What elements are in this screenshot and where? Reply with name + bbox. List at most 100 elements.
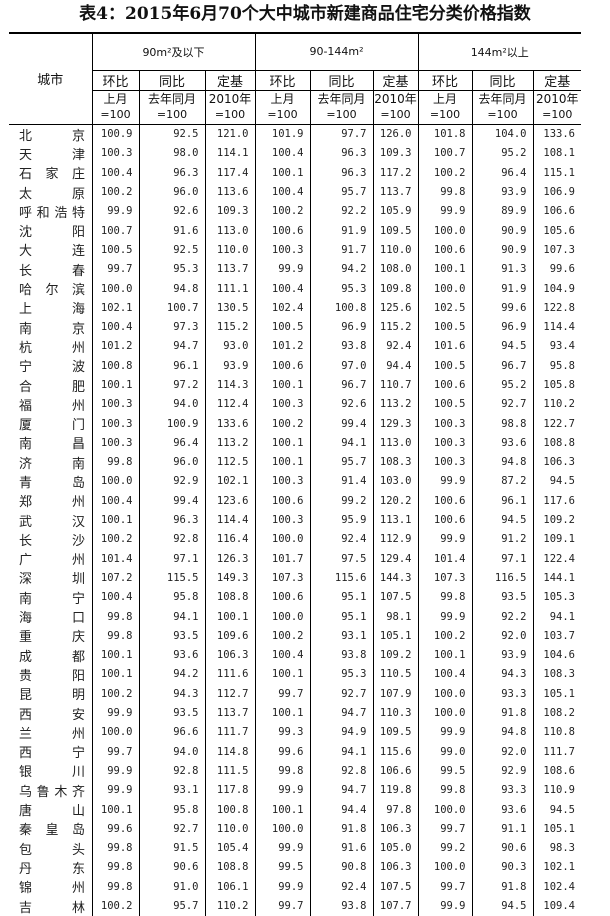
- index-cell: 107.5: [372, 877, 418, 897]
- city-cell: 深圳: [9, 568, 92, 587]
- index-cell: 100.0: [254, 606, 310, 627]
- index-cell: 109.4: [532, 896, 581, 916]
- index-cell: 94.2: [309, 259, 373, 279]
- index-cell: 92.0: [471, 626, 533, 646]
- index-cell: 100.0: [91, 722, 139, 742]
- index-cell: 110.2: [532, 394, 581, 414]
- table-row: 秦皇岛 99.6 92.7 110.0 100.0 91.8 106.3 99.7 91.1 10…: [9, 819, 581, 839]
- index-cell: 100.0: [417, 684, 472, 704]
- index-cell: 107.9: [372, 684, 418, 704]
- index-cell: 100.5: [91, 240, 139, 260]
- index-cell: 100.2: [91, 529, 139, 550]
- city-cell: 南京: [9, 317, 92, 337]
- city-cell: 杭州: [9, 337, 92, 356]
- index-cell: 104.9: [532, 278, 581, 299]
- city-name: 西安: [19, 707, 85, 723]
- base-value: =100: [487, 108, 518, 121]
- index-cell: 126.3: [204, 549, 255, 569]
- index-cell: 91.9: [309, 220, 373, 241]
- base-header: 2010年 =100: [372, 90, 418, 125]
- subheader: 环比: [417, 70, 472, 91]
- base-period: 2010年: [208, 92, 252, 106]
- index-cell: 102.4: [532, 877, 581, 897]
- city-name: 太原: [19, 186, 85, 202]
- index-cell: 100.4: [91, 317, 139, 337]
- city-cell: 厦门: [9, 414, 92, 433]
- index-cell: 93.1: [138, 780, 205, 800]
- index-cell: 99.9: [254, 780, 310, 800]
- index-cell: 94.2: [138, 664, 205, 685]
- index-cell: 93.8: [309, 896, 373, 916]
- index-cell: 92.7: [309, 684, 373, 704]
- index-cell: 106.3: [372, 819, 418, 839]
- table-row: 太原 100.2 96.0 113.6 100.4 95.7 113.7 99.8 93.9 10…: [9, 182, 581, 202]
- table-row: 南昌 100.3 96.4 113.2 100.1 94.1 113.0 100.3 93.6 1…: [9, 433, 581, 453]
- base-period: 上月: [432, 92, 457, 106]
- index-cell: 99.9: [417, 722, 472, 742]
- index-cell: 113.0: [204, 220, 255, 241]
- city-name: 南京: [19, 321, 85, 337]
- table-row: 银川 99.9 92.8 111.5 99.8 92.8 106.6 99.5 92.9 108.…: [9, 761, 581, 781]
- index-cell: 106.9: [532, 182, 581, 202]
- city-cell: 包头: [9, 838, 92, 858]
- index-cell: 92.5: [138, 240, 205, 260]
- base-period: 去年同月: [147, 92, 196, 106]
- index-cell: 100.6: [417, 375, 472, 395]
- index-cell: 107.3: [254, 568, 310, 588]
- subheader: 环比: [91, 70, 139, 91]
- subheader: 定基: [372, 70, 418, 91]
- index-cell: 92.5: [138, 124, 205, 144]
- city-name: 秦皇岛: [19, 823, 85, 839]
- index-cell: 93.0: [204, 336, 255, 357]
- group-header: 144m²以上: [417, 32, 581, 71]
- city-name: 西宁: [19, 746, 85, 762]
- table-row: 合肥 100.1 97.2 114.3 100.1 96.7 110.7 100.6 95.2 1…: [9, 375, 581, 395]
- index-cell: 91.8: [471, 703, 533, 723]
- index-cell: 109.5: [372, 722, 418, 742]
- city-cell: 宁波: [9, 356, 92, 375]
- index-cell: 100.4: [254, 278, 310, 299]
- index-cell: 99.8: [417, 780, 472, 800]
- index-cell: 109.1: [532, 529, 581, 550]
- subheader: 同比: [309, 70, 373, 91]
- index-cell: 92.8: [309, 761, 373, 781]
- table-row: 贵阳 100.1 94.2 111.6 100.1 95.3 110.5 100.4 94.3 1…: [9, 664, 581, 685]
- index-cell: 100.1: [91, 645, 139, 665]
- base-header: 上月 =100: [417, 90, 472, 125]
- index-cell: 123.6: [204, 491, 255, 511]
- index-cell: 94.0: [138, 394, 205, 414]
- table-row: 济南 99.8 96.0 112.5 100.1 95.7 108.3 100.3 94.8 10…: [9, 452, 581, 472]
- index-cell: 116.5: [471, 568, 533, 588]
- index-cell: 100.1: [91, 375, 139, 395]
- index-cell: 99.2: [309, 491, 373, 511]
- city-cell: 西宁: [9, 742, 92, 761]
- city-name: 济南: [19, 456, 85, 472]
- index-cell: 99.9: [417, 529, 472, 550]
- city-name: 福州: [19, 398, 85, 414]
- index-cell: 109.8: [372, 278, 418, 299]
- index-cell: 93.6: [138, 645, 205, 665]
- city-cell: 乌鲁木齐: [9, 781, 92, 800]
- index-cell: 99.9: [254, 259, 310, 279]
- index-cell: 100.4: [417, 664, 472, 685]
- index-cell: 144.1: [532, 568, 581, 588]
- index-cell: 114.8: [204, 742, 255, 762]
- index-cell: 102.5: [417, 298, 472, 318]
- table-row: 郑州 100.4 99.4 123.6 100.6 99.2 120.2 100.6 96.1 1…: [9, 491, 581, 511]
- city-name: 包头: [19, 842, 85, 858]
- index-cell: 100.3: [91, 433, 139, 453]
- index-cell: 103.0: [372, 471, 418, 492]
- city-name: 成都: [19, 649, 85, 665]
- index-cell: 92.4: [309, 877, 373, 897]
- index-cell: 96.0: [138, 452, 205, 472]
- index-cell: 99.3: [254, 722, 310, 742]
- table-row: 哈尔滨 100.0 94.8 111.1 100.4 95.3 109.8 100.0 91.9…: [9, 278, 581, 299]
- index-cell: 93.3: [471, 780, 533, 800]
- table-row: 天津 100.3 98.0 114.1 100.4 96.3 109.3 100.7 95.2 1…: [9, 143, 581, 164]
- index-cell: 95.1: [309, 587, 373, 607]
- index-cell: 100.3: [417, 433, 472, 453]
- base-value: =100: [429, 108, 461, 121]
- table-row: 杭州 101.2 94.7 93.0 101.2 93.8 92.4 101.6 94.5 93.…: [9, 336, 581, 357]
- city-cell: 太原: [9, 182, 92, 202]
- index-cell: 94.1: [138, 606, 205, 627]
